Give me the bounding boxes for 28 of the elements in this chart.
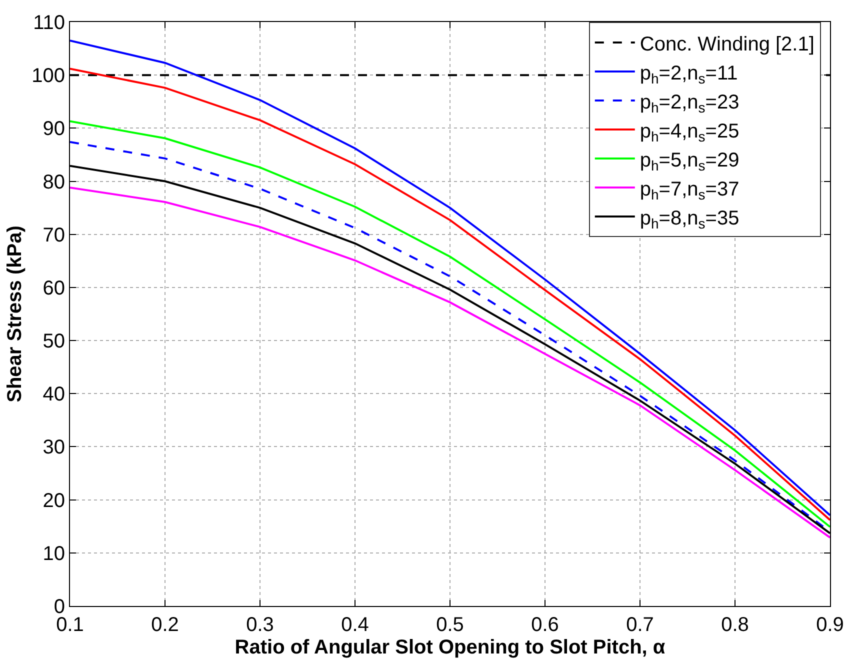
y-tick-label: 10 [42,542,65,565]
y-tick-label: 20 [42,490,65,512]
x-tick-label: 0.5 [436,614,464,636]
legend-label: Conc. Winding [2.1] [640,33,814,56]
y-axis-title: Shear Stress (kPa) [4,226,26,402]
x-tick-label: 0.3 [246,614,274,636]
x-tick-label: 0.6 [531,614,559,636]
x-tick-label: 0.7 [626,614,654,636]
legend-label: p$_{h}$=5,n$_{s}$=29 [640,149,740,174]
y-tick-label: 40 [42,384,65,406]
y-tick-label: 90 [42,118,65,140]
x-tick-label: 0.4 [341,614,369,636]
x-tick-label: 0.9 [816,614,844,636]
legend-label: p$_{h}$=2,n$_{s}$=23 [640,91,740,116]
x-tick-label: 0.8 [721,614,749,636]
y-tick-label: 80 [42,171,65,194]
y-tick-label: 60 [42,277,65,300]
y-tick-label: 30 [42,436,65,459]
legend-label: p$_{h}$=7,n$_{s}$=37 [640,178,740,202]
y-tick-label: 100 [32,65,65,88]
legend-label: p$_{h}$=2,n$_{s}$=11 [640,62,738,86]
y-tick-label: 110 [33,12,65,34]
x-axis-title: Ratio of Angular Slot Opening to Slot Pitch, α [234,636,666,658]
y-tick-label: 70 [42,224,65,246]
legend-label: p$_{h}$=8,n$_{s}$=35 [640,207,740,232]
y-tick-label: 50 [42,330,65,353]
legend-label: p$_{h}$=4,n$_{s}$=25 [640,120,740,144]
x-tick-label: 0.2 [151,614,179,636]
